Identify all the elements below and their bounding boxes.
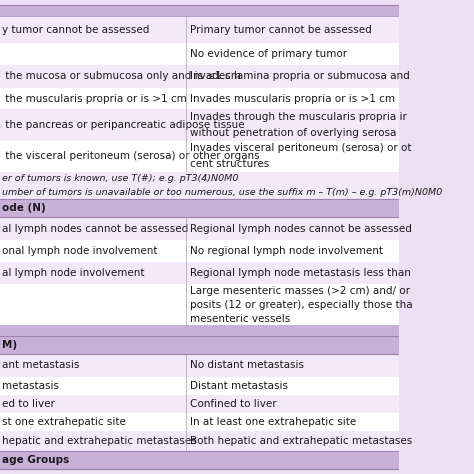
Text: the pancreas or peripancreatic adipose tissue: the pancreas or peripancreatic adipose t… xyxy=(2,120,245,130)
Bar xyxy=(0,141,399,172)
Bar xyxy=(0,431,399,451)
Bar xyxy=(0,172,399,199)
Text: Both hepatic and extrahepatic metastases: Both hepatic and extrahepatic metastases xyxy=(190,436,412,446)
Text: the muscularis propria or is >1 cm: the muscularis propria or is >1 cm xyxy=(2,93,187,103)
Text: age Groups: age Groups xyxy=(2,455,69,465)
Bar xyxy=(0,336,399,354)
Bar xyxy=(0,413,399,431)
Bar xyxy=(0,218,399,240)
Text: er of tumors is known, use T(#); e.g. pT3(4)N0M0: er of tumors is known, use T(#); e.g. pT… xyxy=(2,174,238,183)
Text: Invades lamina propria or submucosa and: Invades lamina propria or submucosa and xyxy=(190,72,410,82)
Text: mesenteric vessels: mesenteric vessels xyxy=(190,314,290,324)
Text: the mucosa or submucosa only and is ≤1 cm: the mucosa or submucosa only and is ≤1 c… xyxy=(2,72,241,82)
Text: In at least one extrahepatic site: In at least one extrahepatic site xyxy=(190,417,356,427)
Text: Confined to liver: Confined to liver xyxy=(190,399,276,409)
Text: st one extrahepatic site: st one extrahepatic site xyxy=(2,417,126,427)
Text: metastasis: metastasis xyxy=(2,381,59,391)
Bar xyxy=(0,5,399,16)
Text: without penetration of overlying serosa: without penetration of overlying serosa xyxy=(190,128,396,138)
Bar xyxy=(0,88,399,109)
Bar xyxy=(0,44,399,65)
Text: No regional lymph node involvement: No regional lymph node involvement xyxy=(190,246,383,256)
Text: onal lymph node involvement: onal lymph node involvement xyxy=(2,246,157,256)
Bar xyxy=(0,376,399,395)
Text: ode (N): ode (N) xyxy=(2,203,46,213)
Text: No evidence of primary tumor: No evidence of primary tumor xyxy=(190,49,347,59)
Text: M): M) xyxy=(2,340,17,350)
Text: Large mesenteric masses (>2 cm) and/ or: Large mesenteric masses (>2 cm) and/ or xyxy=(190,286,410,296)
Bar xyxy=(0,284,399,326)
Text: hepatic and extrahepatic metastases: hepatic and extrahepatic metastases xyxy=(2,436,197,446)
Text: Invades through the muscularis propria ir: Invades through the muscularis propria i… xyxy=(190,112,407,122)
Text: Distant metastasis: Distant metastasis xyxy=(190,381,288,391)
Bar xyxy=(0,65,399,88)
Bar xyxy=(0,240,399,262)
Text: al lymph nodes cannot be assessed: al lymph nodes cannot be assessed xyxy=(2,224,188,234)
Bar xyxy=(0,16,399,44)
Text: ed to liver: ed to liver xyxy=(2,399,55,409)
Text: the visceral peritoneum (serosa) or other organs: the visceral peritoneum (serosa) or othe… xyxy=(2,151,260,161)
Bar xyxy=(0,395,399,413)
Text: cent structures: cent structures xyxy=(190,159,269,169)
Text: Primary tumor cannot be assessed: Primary tumor cannot be assessed xyxy=(190,25,372,35)
Text: Invades visceral peritoneum (serosa) or ot: Invades visceral peritoneum (serosa) or … xyxy=(190,144,411,154)
Bar xyxy=(0,262,399,284)
Bar xyxy=(0,354,399,376)
Text: Invades muscularis propria or is >1 cm: Invades muscularis propria or is >1 cm xyxy=(190,93,395,103)
Bar xyxy=(0,199,399,218)
Bar xyxy=(0,109,399,141)
Text: al lymph node involvement: al lymph node involvement xyxy=(2,268,145,278)
Text: umber of tumors is unavailable or too numerous, use the suffix m – T(m) – e.g. p: umber of tumors is unavailable or too nu… xyxy=(2,188,442,197)
Text: y tumor cannot be assessed: y tumor cannot be assessed xyxy=(2,25,149,35)
Text: ant metastasis: ant metastasis xyxy=(2,360,79,370)
Text: posits (12 or greater), especially those tha: posits (12 or greater), especially those… xyxy=(190,300,412,310)
Text: Regional lymph node metastasis less than: Regional lymph node metastasis less than xyxy=(190,268,410,278)
Text: Regional lymph nodes cannot be assessed: Regional lymph nodes cannot be assessed xyxy=(190,224,411,234)
Bar xyxy=(0,451,399,469)
Text: No distant metastasis: No distant metastasis xyxy=(190,360,304,370)
Bar xyxy=(0,326,399,336)
